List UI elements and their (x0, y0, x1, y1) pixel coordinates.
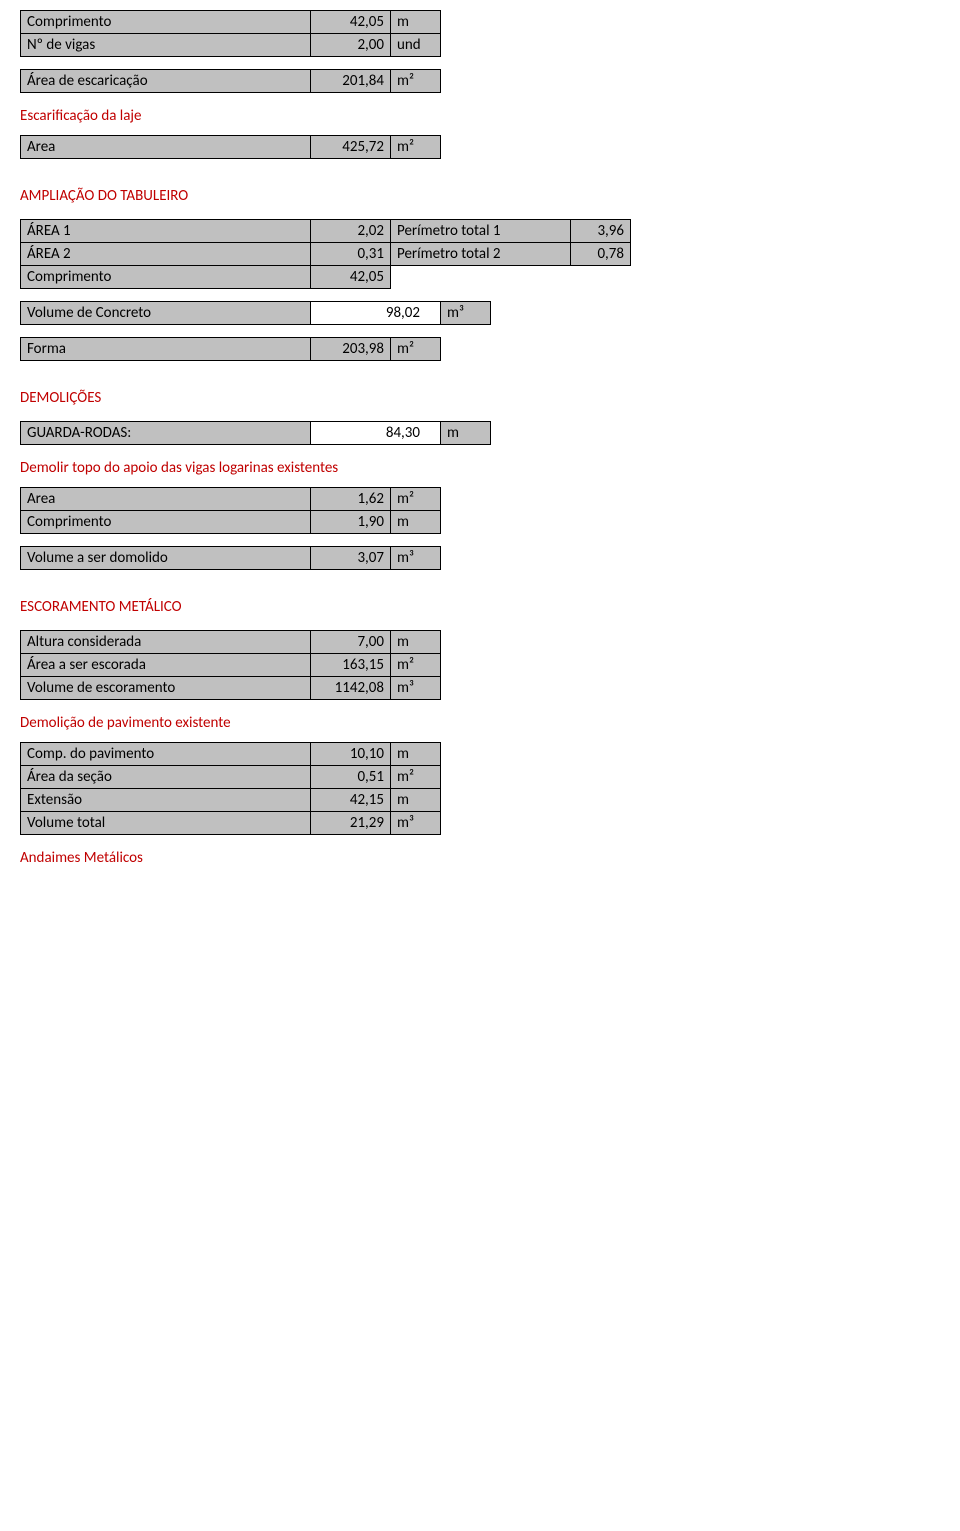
row-label: Volume de escoramento (21, 677, 311, 700)
row-unit: m³ (391, 812, 441, 835)
row-extra-value: 0,78 (571, 243, 631, 266)
table-row: Extensão 42,15 m (21, 789, 441, 812)
row-label: Comp. do pavimento (21, 743, 311, 766)
row-unit: m² (391, 488, 441, 511)
row-label: Área a ser escorada (21, 654, 311, 677)
row-unit: m (391, 631, 441, 654)
row-label: Volume a ser domolido (21, 547, 311, 570)
table-row: Comp. do pavimento 10,10 m (21, 743, 441, 766)
row-label: ÁREA 1 (21, 220, 311, 243)
row-unit: m³ (441, 302, 491, 325)
row-label: Area (21, 488, 311, 511)
escarificacao-heading: Escarificação da laje (20, 107, 940, 125)
top-table: Comprimento 42,05 m Nº de vigas 2,00 und (20, 10, 441, 57)
table-row: ÁREA 2 0,31 Perímetro total 2 0,78 (21, 243, 631, 266)
row-value: 21,29 (311, 812, 391, 835)
table-row: Volume de Concreto 98,02 m³ (21, 302, 491, 325)
row-value: 98,02 (311, 302, 441, 325)
row-label: Altura considerada (21, 631, 311, 654)
row-label: Volume total (21, 812, 311, 835)
row-unit: und (391, 34, 441, 57)
row-label: ÁREA 2 (21, 243, 311, 266)
row-label: Extensão (21, 789, 311, 812)
table-row: Comprimento 42,05 m (21, 11, 441, 34)
guarda-rodas-table: GUARDA-RODAS: 84,30 m (20, 421, 491, 445)
row-label: Comprimento (21, 511, 311, 534)
table-row: Área da seção 0,51 m² (21, 766, 441, 789)
row-unit: m (391, 511, 441, 534)
row-value: 0,31 (311, 243, 391, 266)
table-row: Área de escaricação 201,84 m² (21, 70, 441, 93)
row-value: 1,90 (311, 511, 391, 534)
row-unit: m² (391, 766, 441, 789)
row-value: 163,15 (311, 654, 391, 677)
demolicoes-heading: DEMOLIÇÕES (20, 389, 940, 407)
forma-table: Forma 203,98 m² (20, 337, 441, 361)
andaimes-heading: Andaimes Metálicos (20, 849, 940, 867)
pavimento-table: Comp. do pavimento 10,10 m Área da seção… (20, 742, 441, 835)
table-row: Area 425,72 m² (21, 136, 441, 159)
table-row: Nº de vigas 2,00 und (21, 34, 441, 57)
row-unit: m (391, 743, 441, 766)
row-value: 10,10 (311, 743, 391, 766)
row-label: Volume de Concreto (21, 302, 311, 325)
row-value: 42,05 (311, 266, 391, 289)
table-row: Altura considerada 7,00 m (21, 631, 441, 654)
row-value: 425,72 (311, 136, 391, 159)
row-unit: m² (391, 338, 441, 361)
table-row: Forma 203,98 m² (21, 338, 441, 361)
row-label: Comprimento (21, 11, 311, 34)
row-label: Área da seção (21, 766, 311, 789)
row-value: 0,51 (311, 766, 391, 789)
row-unit: m³ (391, 677, 441, 700)
row-value: 84,30 (311, 422, 441, 445)
row-value: 1142,08 (311, 677, 391, 700)
row-label: Área de escaricação (21, 70, 311, 93)
demolir-table: Area 1,62 m² Comprimento 1,90 m (20, 487, 441, 534)
row-label: Area (21, 136, 311, 159)
row-value: 7,00 (311, 631, 391, 654)
table-row: ÁREA 1 2,02 Perímetro total 1 3,96 (21, 220, 631, 243)
volume-demolido-table: Volume a ser domolido 3,07 m³ (20, 546, 441, 570)
row-unit: m² (391, 136, 441, 159)
table-row: Volume de escoramento 1142,08 m³ (21, 677, 441, 700)
row-value: 42,15 (311, 789, 391, 812)
demolicao-pavimento-heading: Demolição de pavimento existente (20, 714, 940, 732)
table-row: Area 1,62 m² (21, 488, 441, 511)
row-value: 1,62 (311, 488, 391, 511)
escoramento-heading: ESCORAMENTO METÁLICO (20, 598, 940, 616)
ampliacao-heading: AMPLIAÇÃO DO TABULEIRO (20, 187, 940, 205)
row-label: GUARDA-RODAS: (21, 422, 311, 445)
row-extra-label: Perímetro total 2 (391, 243, 571, 266)
row-value: 203,98 (311, 338, 391, 361)
row-unit: m (441, 422, 491, 445)
row-label: Forma (21, 338, 311, 361)
table-row: Comprimento 1,90 m (21, 511, 441, 534)
row-value: 2,00 (311, 34, 391, 57)
table-row: Volume a ser domolido 3,07 m³ (21, 547, 441, 570)
escarificacao-table: Area 425,72 m² (20, 135, 441, 159)
row-unit: m² (391, 70, 441, 93)
row-value: 2,02 (311, 220, 391, 243)
table-row: GUARDA-RODAS: 84,30 m (21, 422, 491, 445)
demolir-heading: Demolir topo do apoio das vigas logarina… (20, 459, 940, 477)
row-extra-value: 3,96 (571, 220, 631, 243)
volume-concreto-table: Volume de Concreto 98,02 m³ (20, 301, 491, 325)
row-unit: m (391, 789, 441, 812)
area-escaricacao-table: Área de escaricação 201,84 m² (20, 69, 441, 93)
table-row: Comprimento 42,05 (21, 266, 631, 289)
row-unit: m (391, 11, 441, 34)
row-extra-label: Perímetro total 1 (391, 220, 571, 243)
row-value: 3,07 (311, 547, 391, 570)
ampliacao-table: ÁREA 1 2,02 Perímetro total 1 3,96 ÁREA … (20, 219, 631, 289)
escoramento-table: Altura considerada 7,00 m Área a ser esc… (20, 630, 441, 700)
row-value: 42,05 (311, 11, 391, 34)
row-unit: m² (391, 654, 441, 677)
row-label: Comprimento (21, 266, 311, 289)
row-label: Nº de vigas (21, 34, 311, 57)
row-unit: m³ (391, 547, 441, 570)
row-value: 201,84 (311, 70, 391, 93)
table-row: Volume total 21,29 m³ (21, 812, 441, 835)
table-row: Área a ser escorada 163,15 m² (21, 654, 441, 677)
